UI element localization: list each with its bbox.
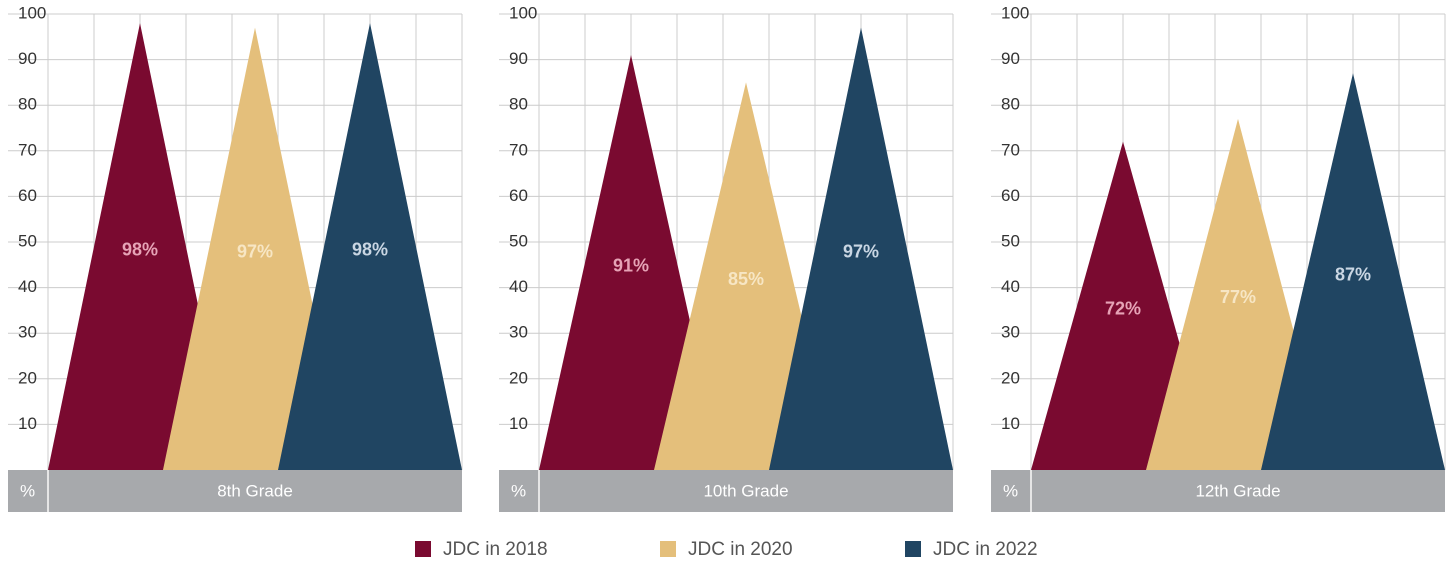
legend-swatch	[660, 541, 676, 557]
y-tick-label: 90	[509, 49, 528, 68]
y-tick-label: 60	[509, 186, 528, 205]
y-tick-label: 40	[18, 277, 37, 296]
x-tick-label: 10th Grade	[703, 481, 788, 500]
y-tick-label: 60	[1001, 186, 1020, 205]
y-tick-label: 90	[1001, 49, 1020, 68]
y-tick-label: 30	[18, 323, 37, 342]
category-box	[49, 470, 462, 512]
ylabel-box	[499, 470, 538, 512]
ylabel-box	[8, 470, 47, 512]
y-tick-label: 40	[1001, 277, 1020, 296]
category-box	[1032, 470, 1445, 512]
category-box	[540, 470, 953, 512]
y-tick-label: 70	[18, 140, 37, 159]
y-tick-label: 10	[18, 414, 37, 433]
y-tick-label: 10	[509, 414, 528, 433]
y-tick-label: 30	[1001, 323, 1020, 342]
y-tick-label: 100	[509, 3, 537, 22]
y-tick-label: 70	[509, 140, 528, 159]
value-label: 97%	[843, 242, 879, 262]
y-tick-label: 70	[1001, 140, 1020, 159]
legend-label: JDC in 2018	[443, 539, 548, 560]
y-tick-label: 60	[18, 186, 37, 205]
y-tick-label: 100	[1001, 3, 1029, 22]
peak	[769, 27, 953, 471]
y-tick-label: 100	[18, 3, 46, 22]
x-tick-label: 12th Grade	[1195, 481, 1280, 500]
peak	[48, 23, 232, 471]
value-label: 98%	[352, 239, 388, 259]
y-tick-label: 30	[509, 323, 528, 342]
y-axis-label: %	[20, 481, 35, 500]
y-tick-label: 20	[509, 368, 528, 387]
peak	[539, 55, 723, 470]
y-axis-label: %	[511, 481, 526, 500]
legend-label: JDC in 2020	[688, 539, 793, 560]
y-tick-label: 50	[509, 231, 528, 250]
legend-swatch	[415, 541, 431, 557]
legend-swatch	[905, 541, 921, 557]
y-tick-label: 20	[1001, 368, 1020, 387]
value-label: 77%	[1220, 287, 1256, 307]
y-tick-label: 80	[1001, 95, 1020, 114]
y-tick-label: 50	[1001, 231, 1020, 250]
value-label: 87%	[1335, 264, 1371, 284]
peak	[1261, 73, 1445, 470]
y-tick-label: 80	[18, 95, 37, 114]
y-tick-label: 20	[18, 368, 37, 387]
ylabel-box	[991, 470, 1030, 512]
x-tick-label: 8th Grade	[217, 481, 293, 500]
value-label: 97%	[237, 242, 273, 262]
y-tick-label: 40	[509, 277, 528, 296]
value-label: 72%	[1105, 299, 1141, 319]
value-label: 85%	[728, 269, 764, 289]
value-label: 91%	[613, 255, 649, 275]
y-axis-label: %	[1003, 481, 1018, 500]
y-tick-label: 80	[509, 95, 528, 114]
value-label: 98%	[122, 239, 158, 259]
y-tick-label: 90	[18, 49, 37, 68]
y-tick-label: 10	[1001, 414, 1020, 433]
y-tick-label: 50	[18, 231, 37, 250]
legend-label: JDC in 2022	[933, 539, 1038, 560]
peak	[278, 23, 462, 471]
